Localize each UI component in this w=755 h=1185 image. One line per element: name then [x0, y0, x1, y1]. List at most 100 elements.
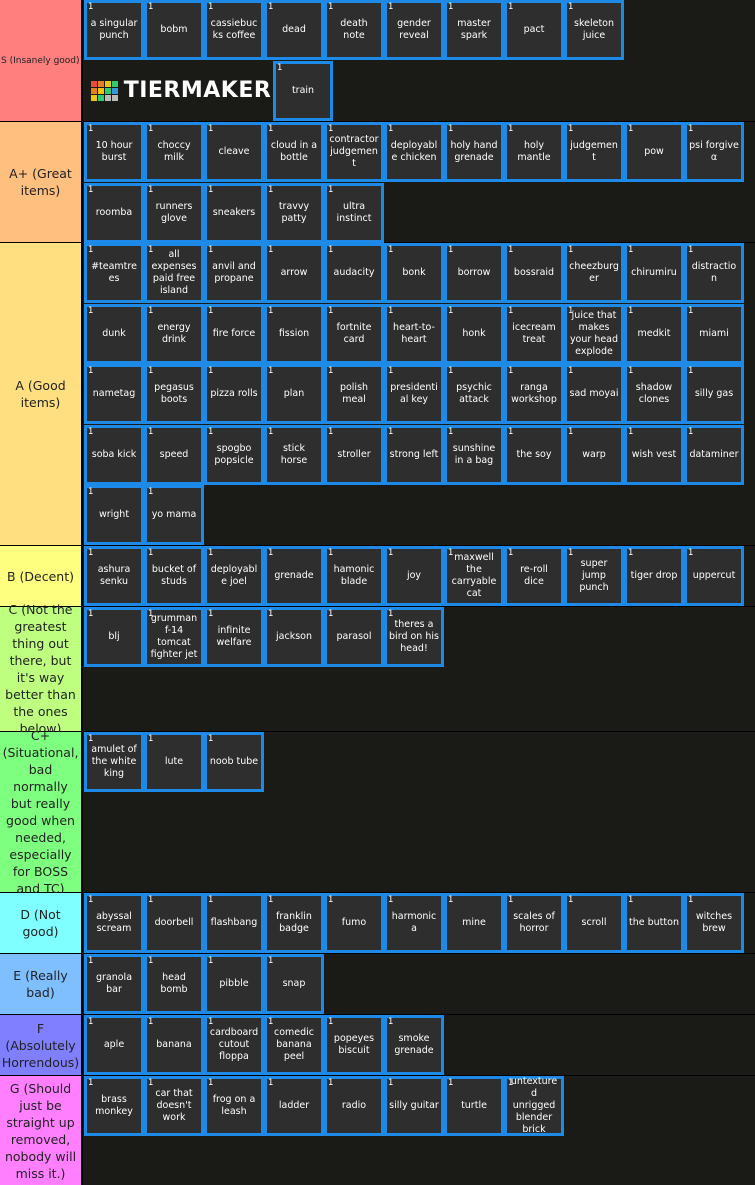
- tier-item: 1 mine: [444, 893, 504, 953]
- tier-item: 1 stroller: [324, 424, 384, 485]
- item-name: ashura senku: [97, 564, 131, 587]
- item-name: holy mantle: [517, 140, 551, 163]
- item-badge: 1: [148, 1017, 154, 1027]
- tier-row: C (Not the greatest thing out there, but…: [0, 602, 755, 736]
- item-badge: 1: [508, 1078, 514, 1088]
- tier-item: 1 cardboard cutout floppa: [204, 1015, 264, 1075]
- item-badge: 1: [268, 2, 274, 12]
- tier-item: 1 witches brew: [684, 893, 744, 953]
- item-name: super jump punch: [579, 558, 609, 593]
- item-badge: 1: [508, 305, 514, 316]
- tier-item: 1 juice that makes your head explode: [564, 303, 624, 364]
- tier-item: 1 grenade: [264, 546, 324, 606]
- tier-item: 1 train: [273, 60, 333, 121]
- item-name: snap: [282, 978, 306, 989]
- tier-item: 1 distraction: [684, 243, 744, 303]
- tier-item: 1 anvil and propane: [204, 243, 264, 303]
- tier-items: 1 brass monkey 1 car that doesn't work 1 frog…: [83, 1076, 755, 1185]
- item-badge: 1: [508, 426, 514, 437]
- logo-square: [111, 80, 118, 87]
- item-name: fortnite card: [336, 321, 372, 345]
- item-badge: 1: [208, 895, 214, 905]
- item-name: franklin badge: [276, 911, 312, 934]
- item-name: witches brew: [695, 911, 733, 934]
- tier-label: B (Decent): [0, 546, 83, 606]
- item-badge: 1: [148, 895, 154, 905]
- item-badge: 1: [328, 609, 334, 619]
- tier-item: 1 psychic attack: [444, 364, 504, 424]
- item-name: presidential key: [390, 382, 438, 405]
- item-badge: 1: [628, 124, 634, 134]
- tier-item: 1 joy: [384, 546, 444, 606]
- item-name: soba kick: [91, 448, 137, 460]
- tier-item: 1 doorbell: [144, 893, 204, 953]
- item-badge: 1: [148, 305, 154, 316]
- tier-item: 1 jackson: [264, 607, 324, 667]
- tier-item: 1 silly gas: [684, 364, 744, 424]
- item-badge: 1: [688, 548, 694, 558]
- item-badge: 1: [268, 245, 274, 255]
- tier-item: 1 fire force: [204, 303, 264, 364]
- tier-item: 1 abyssal scream: [84, 893, 144, 953]
- tier-label: A+ (Great items): [0, 122, 83, 242]
- item-name: uppercut: [692, 570, 736, 581]
- item-badge: 1: [208, 426, 214, 437]
- item-name: scroll: [581, 917, 607, 928]
- item-name: anvil and propane: [212, 261, 256, 284]
- item-name: tiger drop: [630, 570, 678, 581]
- tier-item: 1 pegasus boots: [144, 364, 204, 424]
- tier-item: 1 honk: [444, 303, 504, 364]
- item-name: dead: [282, 24, 306, 35]
- item-badge: 1: [88, 956, 94, 966]
- item-name: smoke grenade: [394, 1033, 434, 1056]
- tier-item: 1 deployable chicken: [384, 122, 444, 182]
- item-name: head bomb: [160, 972, 188, 995]
- tier-row: C+ (Situational, bad normally but really…: [0, 728, 755, 896]
- tier-item: 1 tiger drop: [624, 546, 684, 606]
- item-name: theres a bird on his head!: [389, 619, 439, 654]
- item-badge: 1: [688, 426, 694, 437]
- tier-item: 1 pact: [504, 0, 564, 60]
- tier-row: G (Should just be straight up removed, n…: [0, 1076, 755, 1185]
- item-name: bossraid: [513, 267, 555, 278]
- item-name: pow: [644, 146, 664, 157]
- item-name: strong left: [389, 448, 439, 460]
- item-name: train: [291, 84, 315, 96]
- item-name: re-roll dice: [520, 564, 548, 587]
- tier-item: 1 choccy milk: [144, 122, 204, 182]
- item-name: fire force: [212, 327, 256, 339]
- item-badge: 1: [448, 305, 454, 316]
- tier-item: 1 comedic banana peel: [264, 1015, 324, 1075]
- tier-item: 1 re-roll dice: [504, 546, 564, 606]
- item-badge: 1: [688, 895, 694, 905]
- item-name: roomba: [95, 206, 133, 218]
- tier-item: 1 holy hand grenade: [444, 122, 504, 182]
- item-badge: 1: [388, 305, 394, 316]
- item-badge: 1: [208, 734, 214, 744]
- tier-item: 1 bossraid: [504, 243, 564, 303]
- item-badge: 1: [568, 245, 574, 255]
- tier-item: 1 super jump punch: [564, 546, 624, 606]
- item-badge: 1: [628, 548, 634, 558]
- logo-text: TIERMAKER: [123, 78, 272, 103]
- item-badge: 1: [268, 184, 274, 195]
- item-badge: 1: [88, 1017, 94, 1027]
- tier-item: 1 pow: [624, 122, 684, 182]
- item-badge: 1: [328, 1078, 334, 1088]
- item-badge: 1: [388, 124, 394, 134]
- tier-item: 1 hamonic blade: [324, 546, 384, 606]
- tier-row: D (Not good) 1 abyssal scream 1 doorbell 1 fla…: [0, 893, 755, 954]
- item-badge: 1: [328, 245, 334, 255]
- item-badge: 1: [148, 2, 154, 12]
- item-badge: 1: [208, 366, 214, 376]
- tier-item: 1 plan: [264, 364, 324, 424]
- item-badge: 1: [448, 2, 454, 12]
- item-badge: 1: [148, 734, 154, 744]
- tier-item: 1 yo mama: [144, 485, 204, 545]
- item-badge: 1: [208, 124, 214, 134]
- tier-item: 1 pibble: [204, 954, 264, 1014]
- tier-item: 1 amulet of the white king: [84, 732, 144, 792]
- item-badge: 1: [508, 366, 514, 376]
- item-name: grenade: [274, 570, 314, 581]
- item-name: harmonica: [391, 911, 437, 934]
